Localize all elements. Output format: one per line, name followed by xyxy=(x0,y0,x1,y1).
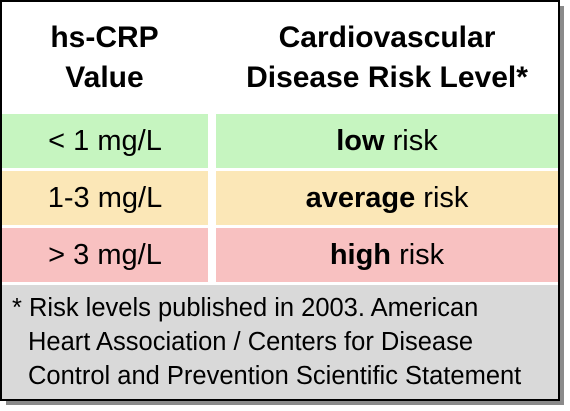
row-low-risk-strong: low xyxy=(336,124,385,157)
row-low-risk-rest: risk xyxy=(384,124,438,157)
header-col1-line1: hs-CRP xyxy=(50,21,159,54)
row-high-risk-cell: high risk xyxy=(216,228,558,282)
row-high-value-cell: > 3 mg/L xyxy=(2,228,208,282)
row-low-risk-cell: low risk xyxy=(216,114,558,168)
header-risk-level: Cardiovascular Disease Risk Level* xyxy=(216,2,558,114)
footnote: * Risk levels published in 2003. America… xyxy=(2,283,558,399)
footnote-line-2: Heart Association / Centers for Disease xyxy=(28,328,474,356)
row-average-value-cell: 1-3 mg/L xyxy=(2,171,208,225)
header-hs-crp-value: hs-CRP Value xyxy=(2,2,207,114)
row-average-risk-cell: average risk xyxy=(216,171,558,225)
row-average-risk-rest: risk xyxy=(415,181,469,214)
row-high-value: > 3 mg/L xyxy=(48,238,162,271)
row-low-value: < 1 mg/L xyxy=(48,124,162,157)
row-average-value: 1-3 mg/L xyxy=(47,181,163,214)
row-high-risk-rest: risk xyxy=(391,238,445,271)
risk-table-card: hs-CRP Value Cardiovascular Disease Risk… xyxy=(0,0,560,401)
header-col1-line2: Value xyxy=(65,61,144,94)
footnote-line-1: * Risk levels published in 2003. America… xyxy=(12,294,479,322)
row-average-risk-strong: average xyxy=(305,181,416,214)
row-low-value-cell: < 1 mg/L xyxy=(2,114,208,168)
header-col2-line2: Disease Risk Level* xyxy=(246,61,528,94)
footnote-line-3: Control and Prevention Scientific Statem… xyxy=(28,362,522,390)
header-col2-line1: Cardiovascular xyxy=(278,21,496,54)
row-high-risk-strong: high xyxy=(329,238,392,271)
